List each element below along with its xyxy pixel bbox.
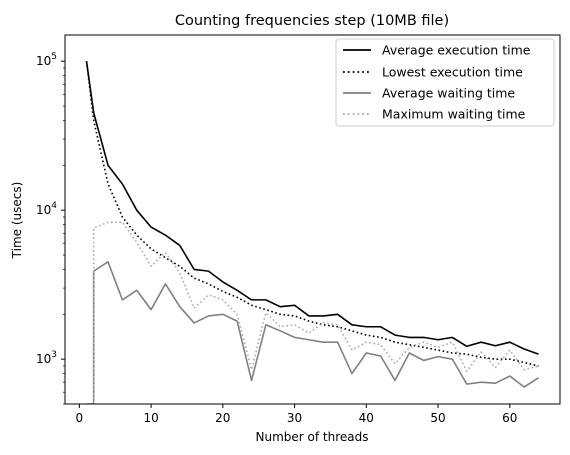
- legend-label-max-wait: Maximum waiting time: [382, 107, 526, 122]
- x-tick-label: 30: [287, 411, 302, 425]
- x-tick-label: 0: [76, 411, 84, 425]
- series-line-avg-wait: [86, 261, 539, 404]
- plot-frame: [64, 34, 561, 405]
- x-axis-label: Number of threads: [256, 430, 369, 444]
- x-tick-label: 40: [359, 411, 374, 425]
- series-line-max-wait: [86, 221, 539, 404]
- x-tick-label: 60: [502, 411, 517, 425]
- y-axis: 103 104 105: [36, 52, 65, 405]
- y-tick-label: 103: [36, 350, 57, 366]
- x-tick-label: 20: [215, 411, 230, 425]
- y-axis-label: Time (usecs): [10, 182, 24, 260]
- x-tick-label: 50: [430, 411, 445, 425]
- plot-series: [85, 61, 539, 404]
- y-tick-label: 104: [36, 201, 57, 217]
- series-line-avg-exec: [85, 61, 539, 355]
- legend-label-avg-wait: Average waiting time: [382, 86, 515, 101]
- legend-label-lowest-exec: Lowest execution time: [382, 65, 523, 80]
- chart-title: Counting frequencies step (10MB file): [175, 13, 449, 29]
- series-line-lowest-exec: [85, 61, 539, 367]
- y-tick-label: 105: [36, 52, 57, 68]
- x-axis: 0 10 20 30 40 50 60: [76, 404, 517, 425]
- legend: Average execution time Lowest execution …: [335, 38, 555, 127]
- x-tick-label: 10: [143, 411, 158, 425]
- legend-box: [335, 38, 555, 127]
- legend-label-avg-exec: Average execution time: [382, 43, 531, 58]
